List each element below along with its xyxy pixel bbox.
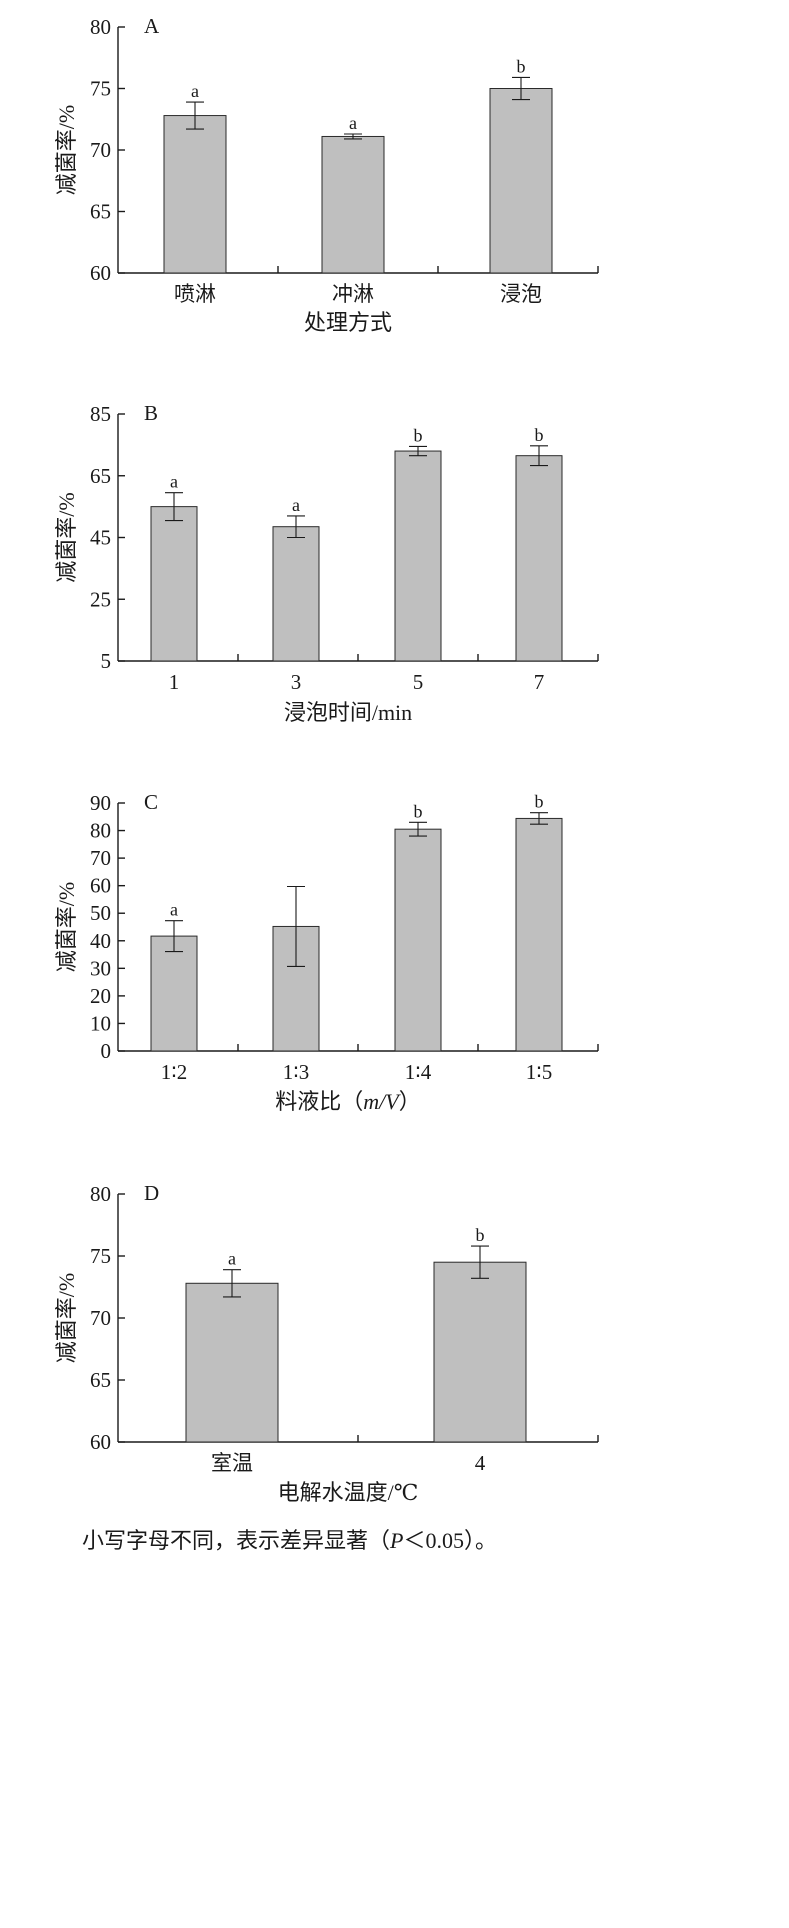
panel-c-category-label: 1∶5 — [526, 1060, 552, 1084]
panel-c-y-tick-label: 80 — [90, 819, 111, 843]
panel-d-y-tick-label: 80 — [90, 1182, 111, 1206]
panel-a-significance-letter: a — [349, 113, 357, 133]
panel-c-y-tick-label: 30 — [90, 956, 111, 980]
panel-a-significance-letter: a — [191, 81, 199, 101]
panel-b-y-tick-label: 5 — [101, 649, 112, 673]
panel-a-y-axis-title: 减菌率/% — [54, 105, 79, 195]
panel-c-y-tick-label: 0 — [101, 1039, 112, 1063]
panel-b-y-tick-label: 65 — [90, 464, 111, 488]
panel-b-category-label: 1 — [169, 670, 180, 694]
panel-d-y-axis-title: 减菌率/% — [54, 1273, 79, 1363]
panel-d: 60 65 70 75 80 a 室温 b 4 D 电解水温度/℃ 减菌率/% — [54, 1181, 599, 1505]
panel-a-bar — [489, 88, 553, 274]
chart-panels: 6065707580a喷淋a冲淋b浸泡A处理方式减菌率/%525456585a1… — [54, 14, 599, 1505]
panel-c-y-tick-label: 70 — [90, 846, 111, 870]
panel-b-y-tick-label: 85 — [90, 402, 111, 426]
panel-d-significance-letter: b — [476, 1225, 485, 1245]
panel-d-x-axis-title: 电解水温度/℃ — [278, 1480, 419, 1505]
figure: 6065707580a喷淋a冲淋b浸泡A处理方式减菌率/%525456585a1… — [54, 14, 599, 1553]
panel-c-y-tick-label: 40 — [90, 929, 111, 953]
panel-b-category-label: 3 — [291, 670, 302, 694]
panel-d-category-label: 室温 — [211, 1451, 253, 1475]
panel-b-bar — [394, 450, 442, 662]
panel-a-category-label: 冲淋 — [332, 282, 374, 306]
panel-d-category-label: 4 — [475, 1451, 486, 1475]
panel-b-significance-letter: a — [170, 472, 178, 492]
panel-c-bar — [150, 935, 198, 1052]
panel-b-bar — [272, 526, 320, 662]
footnote-suffix: ＜0.05）。 — [403, 1528, 497, 1553]
panel-c-category-label: 1∶3 — [283, 1060, 309, 1084]
panel-c-letter: C — [144, 790, 158, 814]
panel-c-y-tick-label: 60 — [90, 874, 111, 898]
panel-d-letter: D — [144, 1181, 159, 1205]
panel-a-y-tick-label: 70 — [90, 138, 111, 162]
panel-b-bar — [150, 506, 198, 662]
panel-b: 5 25 45 65 85 a 1 a 3 b 5 b 7 B 浸泡时间/min 减菌率/% — [54, 401, 599, 725]
panel-d-y-tick-label: 65 — [90, 1368, 111, 1392]
panel-a-category-label: 浸泡 — [500, 282, 542, 306]
panel-b-bar — [515, 455, 563, 662]
panel-b-x-axis-title: 浸泡时间/min — [284, 700, 412, 725]
panel-a-y-tick-label: 60 — [90, 261, 111, 285]
footnote-p-symbol: P — [389, 1528, 403, 1553]
panel-a-y-tick-label: 75 — [90, 77, 111, 101]
panel-c-y-tick-label: 50 — [90, 901, 111, 925]
panel-b-y-tick-label: 45 — [90, 526, 111, 550]
panel-b-category-label: 5 — [413, 670, 424, 694]
panel-a-category-label: 喷淋 — [174, 282, 216, 306]
panel-b-y-tick-label: 25 — [90, 587, 111, 611]
panel-d-bar — [185, 1282, 279, 1443]
panel-b-category-label: 7 — [534, 670, 545, 694]
panel-c-bar — [272, 925, 320, 1052]
panel-b-significance-letter: b — [535, 425, 544, 445]
panel-c: 0 10 20 30 40 50 60 70 80 90 a 1∶2 1∶3 b 1∶4 b 1∶5 C 料液比（m… — [54, 790, 599, 1114]
panel-c-y-tick-label: 20 — [90, 984, 111, 1008]
panel-c-bar — [515, 817, 563, 1052]
panel-b-letter: B — [144, 401, 158, 425]
panel-b-y-axis-title: 减菌率/% — [54, 492, 79, 582]
footnote: 小写字母不同，表示差异显著（P＜0.05）。 — [82, 1528, 497, 1553]
panel-b-significance-letter: b — [414, 425, 423, 445]
panel-d-significance-letter: a — [228, 1249, 236, 1269]
panel-c-category-label: 1∶4 — [405, 1060, 432, 1084]
panel-a-letter: A — [144, 14, 160, 38]
panel-c-bar — [394, 828, 442, 1052]
panel-d-y-tick-label: 60 — [90, 1430, 111, 1454]
panel-c-significance-letter: a — [170, 900, 178, 920]
panel-c-significance-letter: b — [414, 801, 423, 821]
panel-a-x-axis-title: 处理方式 — [304, 310, 392, 335]
panel-a-y-tick-label: 65 — [90, 200, 111, 224]
panel-c-x-axis-title: 料液比（m/V） — [275, 1089, 420, 1114]
panel-a-significance-letter: b — [517, 56, 526, 76]
panel-d-y-tick-label: 70 — [90, 1306, 111, 1330]
panel-c-significance-letter: b — [535, 792, 544, 812]
footnote-prefix: 小写字母不同，表示差异显著（ — [82, 1528, 390, 1553]
panel-a: 60 65 70 75 80 a 喷淋 a 冲淋 b 浸泡 A 处理方式 减菌率/% — [54, 14, 599, 335]
panel-a-bar — [163, 115, 227, 274]
panel-d-bar — [433, 1261, 527, 1443]
panel-a-y-tick-label: 80 — [90, 15, 111, 39]
panel-c-y-tick-label: 10 — [90, 1011, 111, 1035]
panel-c-category-label: 1∶2 — [161, 1060, 187, 1084]
panel-b-significance-letter: a — [292, 495, 300, 515]
panel-a-bar — [321, 135, 385, 274]
panel-d-y-tick-label: 75 — [90, 1244, 111, 1268]
panel-c-y-tick-label: 90 — [90, 791, 111, 815]
panel-c-y-axis-title: 减菌率/% — [54, 882, 79, 972]
